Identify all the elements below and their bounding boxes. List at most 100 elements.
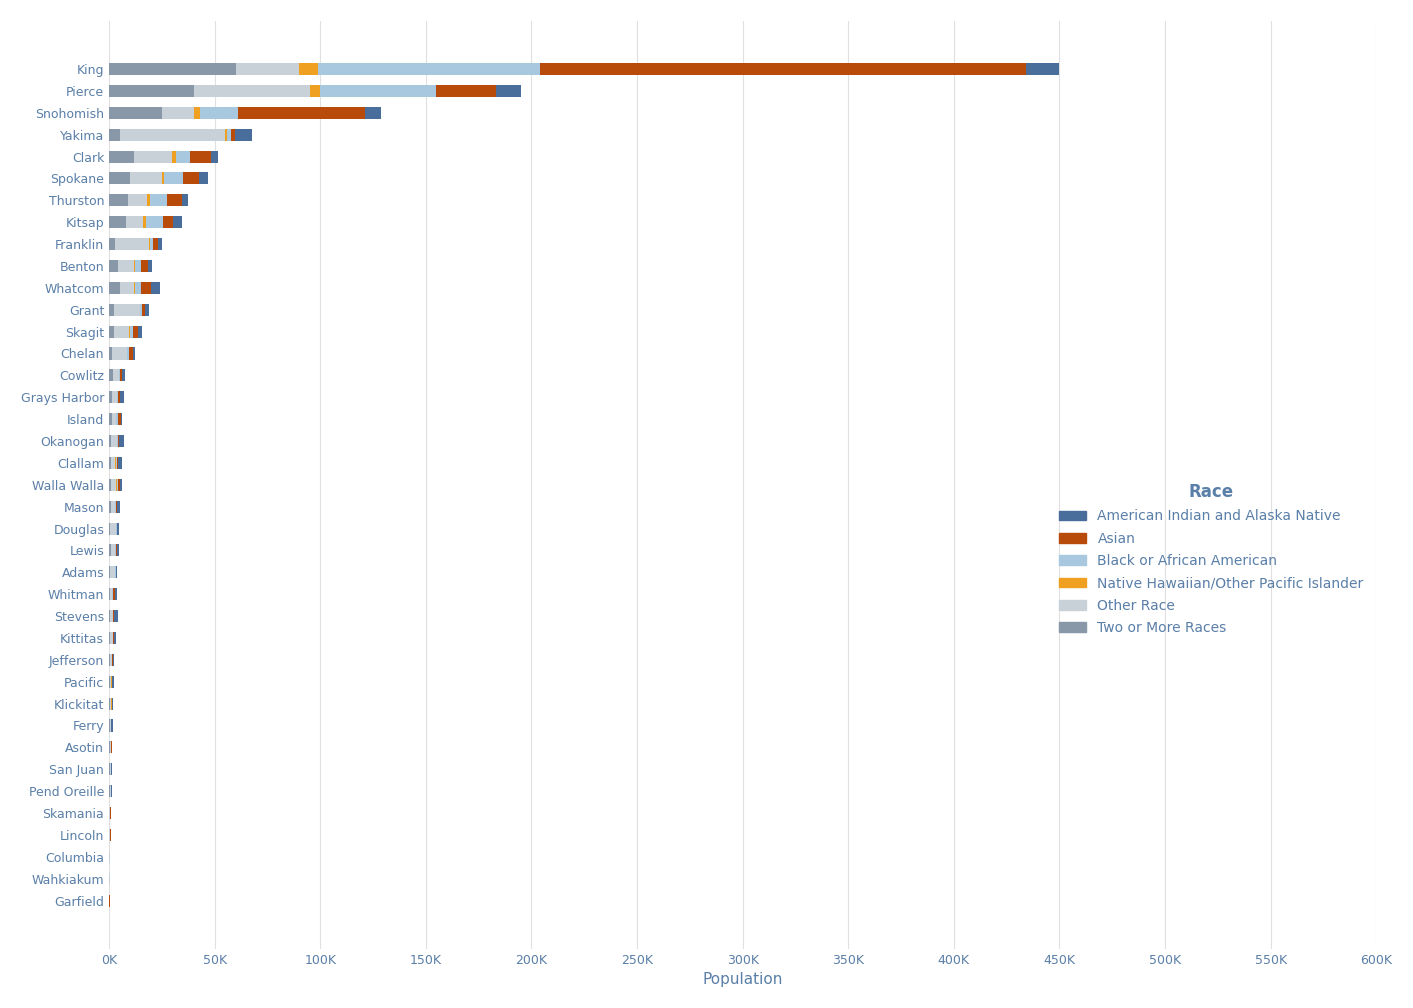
- Bar: [146, 303, 150, 316]
- Bar: [109, 326, 114, 338]
- Bar: [117, 260, 134, 272]
- Bar: [199, 107, 237, 119]
- Bar: [143, 216, 146, 228]
- Bar: [237, 107, 365, 119]
- Bar: [109, 501, 112, 513]
- Bar: [120, 282, 134, 294]
- Bar: [148, 260, 153, 272]
- Bar: [164, 172, 182, 184]
- Bar: [134, 150, 172, 162]
- Bar: [150, 238, 154, 250]
- Bar: [136, 282, 140, 294]
- Bar: [109, 413, 112, 425]
- Bar: [120, 413, 123, 425]
- Bar: [109, 435, 110, 447]
- Bar: [113, 369, 119, 381]
- Bar: [110, 654, 112, 666]
- Bar: [174, 216, 182, 228]
- Bar: [309, 85, 321, 97]
- Bar: [110, 522, 116, 534]
- Bar: [162, 216, 174, 228]
- Bar: [109, 129, 120, 141]
- Bar: [109, 479, 110, 491]
- Bar: [117, 501, 120, 513]
- Bar: [120, 479, 122, 491]
- Bar: [120, 129, 225, 141]
- Bar: [109, 195, 129, 207]
- Bar: [129, 348, 133, 360]
- Bar: [119, 369, 120, 381]
- Bar: [365, 107, 382, 119]
- Bar: [133, 348, 134, 360]
- Bar: [1026, 64, 1060, 75]
- Bar: [112, 501, 116, 513]
- Bar: [114, 632, 116, 644]
- Bar: [109, 348, 112, 360]
- Bar: [114, 326, 129, 338]
- Bar: [109, 282, 120, 294]
- Bar: [120, 391, 123, 403]
- Bar: [109, 544, 110, 556]
- Bar: [113, 589, 116, 600]
- Legend: American Indian and Alaska Native, Asian, Black or African American, Native Hawa: American Indian and Alaska Native, Asian…: [1053, 478, 1369, 640]
- Bar: [110, 698, 112, 710]
- Bar: [151, 282, 160, 294]
- Bar: [116, 589, 117, 600]
- Bar: [199, 172, 208, 184]
- Bar: [321, 85, 437, 97]
- Bar: [113, 610, 117, 622]
- Bar: [113, 654, 114, 666]
- Bar: [109, 64, 236, 75]
- Bar: [496, 85, 521, 97]
- Bar: [175, 150, 191, 162]
- Bar: [119, 435, 124, 447]
- Bar: [318, 64, 540, 75]
- Bar: [112, 720, 113, 732]
- Bar: [236, 129, 253, 141]
- Bar: [110, 566, 116, 579]
- Bar: [109, 260, 117, 272]
- Bar: [172, 150, 175, 162]
- Bar: [140, 303, 143, 316]
- Bar: [147, 195, 150, 207]
- Bar: [143, 303, 146, 316]
- Bar: [133, 326, 138, 338]
- Bar: [112, 413, 116, 425]
- Bar: [110, 479, 116, 491]
- Bar: [150, 195, 167, 207]
- Bar: [236, 64, 300, 75]
- Bar: [232, 129, 236, 141]
- Bar: [109, 457, 112, 469]
- Bar: [109, 238, 116, 250]
- Bar: [109, 391, 112, 403]
- Bar: [138, 326, 143, 338]
- Bar: [119, 413, 120, 425]
- Bar: [109, 303, 114, 316]
- Bar: [182, 172, 199, 184]
- Bar: [110, 589, 112, 600]
- Bar: [140, 260, 148, 272]
- Bar: [110, 610, 113, 622]
- Bar: [119, 479, 120, 491]
- Bar: [130, 172, 162, 184]
- Bar: [300, 64, 318, 75]
- Bar: [110, 675, 112, 687]
- Bar: [182, 195, 188, 207]
- Bar: [154, 238, 158, 250]
- Bar: [167, 195, 182, 207]
- Bar: [109, 150, 134, 162]
- X-axis label: Population: Population: [702, 972, 783, 987]
- Bar: [540, 64, 1026, 75]
- Bar: [194, 85, 309, 97]
- Bar: [114, 303, 140, 316]
- Bar: [212, 150, 218, 162]
- Bar: [126, 216, 143, 228]
- Bar: [109, 369, 113, 381]
- Bar: [112, 391, 117, 403]
- Bar: [112, 457, 116, 469]
- Bar: [158, 238, 162, 250]
- Bar: [110, 632, 113, 644]
- Bar: [227, 129, 232, 141]
- Bar: [162, 107, 194, 119]
- Bar: [110, 544, 114, 556]
